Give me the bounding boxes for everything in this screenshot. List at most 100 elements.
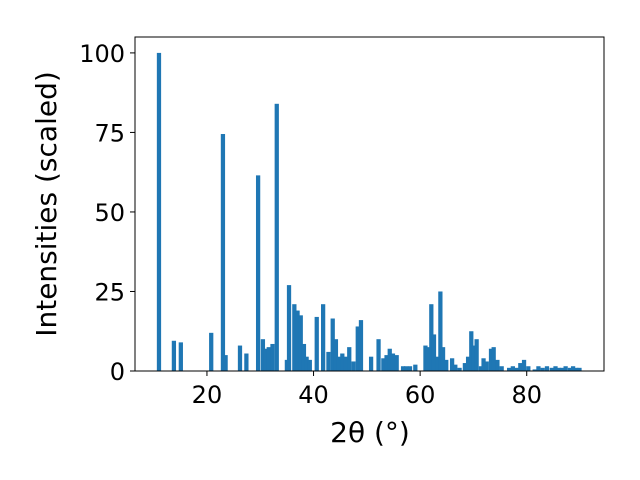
bar <box>515 367 520 371</box>
bar <box>540 367 545 371</box>
x-axis-label: 2θ (°) <box>330 416 410 449</box>
bar <box>553 366 558 371</box>
bar <box>347 347 352 371</box>
bar <box>351 361 356 371</box>
plot-frame <box>134 36 605 372</box>
bar <box>499 366 504 371</box>
y-tick-label: 50 <box>94 199 125 227</box>
bar <box>244 353 249 371</box>
bar <box>544 366 550 371</box>
bar <box>292 304 297 371</box>
bar <box>178 342 183 371</box>
bar <box>266 347 271 371</box>
bar <box>465 356 471 371</box>
bar <box>295 310 300 371</box>
bar <box>340 353 345 371</box>
bar <box>425 347 431 371</box>
bar <box>521 359 527 371</box>
bar <box>570 366 576 371</box>
x-tick-label: 20 <box>192 381 223 409</box>
bar <box>298 315 303 371</box>
bar <box>270 343 275 371</box>
bar <box>209 332 214 371</box>
bar <box>301 343 307 371</box>
bar <box>488 348 494 371</box>
bar <box>376 339 381 371</box>
bar <box>526 366 531 371</box>
bar <box>400 366 406 371</box>
bar <box>407 366 413 371</box>
bar <box>518 363 523 371</box>
bar <box>478 366 484 371</box>
bar <box>484 361 489 371</box>
bar <box>263 348 268 371</box>
bar <box>481 358 486 371</box>
y-axis: 0 25 50 75 100 <box>79 40 135 386</box>
bar <box>507 367 512 371</box>
bar <box>429 304 434 371</box>
bar <box>435 356 440 371</box>
bar <box>330 318 335 371</box>
bar <box>358 320 364 371</box>
bar <box>387 348 392 371</box>
bar <box>237 345 243 371</box>
bar <box>423 345 428 371</box>
y-tick-label: 0 <box>110 358 125 386</box>
bars-group <box>156 52 582 372</box>
bar <box>449 358 455 371</box>
bar <box>532 369 537 371</box>
bar <box>469 331 474 371</box>
bar <box>343 356 349 371</box>
bar <box>431 334 437 371</box>
bar <box>577 367 582 371</box>
bar <box>355 326 360 371</box>
bar <box>326 351 331 371</box>
bar <box>471 345 477 371</box>
bar <box>556 367 561 371</box>
bar <box>549 367 554 371</box>
bar <box>536 366 541 371</box>
bar <box>321 304 326 371</box>
bar <box>444 359 449 371</box>
bar <box>336 356 342 371</box>
bar <box>381 358 386 371</box>
bar <box>438 291 443 371</box>
bar <box>474 339 479 371</box>
bar <box>368 356 374 371</box>
y-tick-label: 25 <box>94 278 125 306</box>
bar <box>390 353 396 371</box>
bar <box>453 364 458 371</box>
bar <box>260 339 266 371</box>
bar <box>574 367 579 371</box>
x-axis: 20 40 60 80 <box>192 371 542 409</box>
bar <box>255 175 261 371</box>
x-tick-label: 80 <box>511 381 542 409</box>
bar <box>413 364 418 371</box>
bar <box>304 356 309 371</box>
bar <box>457 367 462 371</box>
bar <box>491 347 496 371</box>
bar <box>220 134 226 371</box>
bar <box>510 366 515 371</box>
bar <box>333 339 339 371</box>
bar <box>156 52 162 372</box>
bar <box>440 347 446 371</box>
bar <box>307 359 312 371</box>
bar <box>563 366 568 371</box>
bar <box>314 316 319 371</box>
bar <box>404 366 409 371</box>
bar <box>286 285 292 371</box>
bar <box>274 103 279 372</box>
bar <box>394 355 399 371</box>
bar <box>223 355 228 371</box>
y-axis-label: Intensities (scaled) <box>30 71 63 337</box>
x-tick-label: 60 <box>405 381 436 409</box>
bar <box>567 367 573 371</box>
bar <box>462 363 468 371</box>
bar <box>559 367 565 371</box>
bar <box>384 355 389 371</box>
y-tick-label: 75 <box>94 119 125 147</box>
y-tick-label: 100 <box>79 40 125 68</box>
bar <box>171 340 177 371</box>
